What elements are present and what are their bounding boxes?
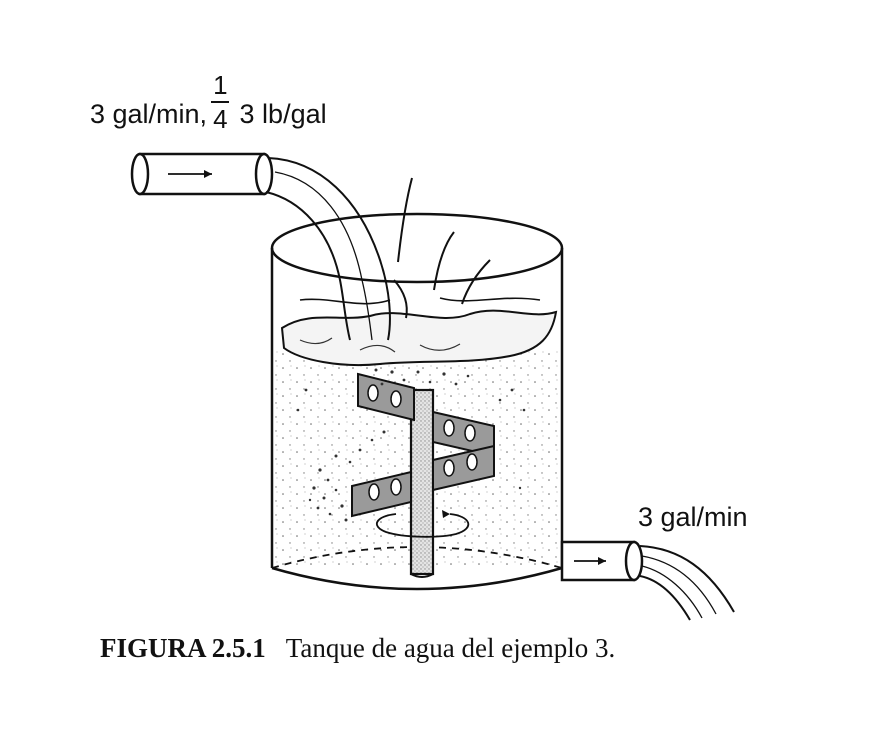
fraction-denominator: 4 — [213, 104, 228, 134]
caption-text: Tanque de agua del ejemplo 3. — [285, 633, 616, 663]
stream-edge — [265, 191, 351, 341]
water-surface-shape — [280, 309, 558, 367]
splash — [393, 177, 491, 319]
stream-edge — [639, 545, 735, 613]
agitator-paddle — [351, 470, 412, 518]
surface-ripples — [299, 297, 541, 305]
figure-number: FIGURA 2.5.1 — [100, 633, 266, 663]
shaft-bottom — [410, 573, 434, 578]
stream-inner — [274, 171, 373, 341]
inflow-label: 3 gal/min, 1 4 3 lb/gal — [90, 72, 327, 132]
outflow-pipe — [560, 540, 644, 582]
inflow-concentration: 3 lb/gal — [239, 98, 327, 129]
stream-edge — [639, 575, 691, 621]
tank-bottom-front — [271, 566, 563, 591]
inflow-pipe — [130, 152, 274, 196]
splash-line — [393, 279, 408, 319]
outflow-pipe-mouth — [624, 540, 644, 582]
agitator-paddle — [432, 444, 495, 492]
rotation-arrow-head — [442, 510, 450, 518]
rotation-arrow — [375, 513, 470, 538]
inflow-rate: 3 gal/min, — [90, 98, 208, 129]
splash-line — [433, 231, 455, 291]
surface-waves — [299, 337, 461, 353]
stream-inner — [641, 555, 717, 615]
inflow-pipe-mouth — [254, 152, 274, 196]
stream-edge — [267, 157, 391, 341]
splash-line — [397, 177, 413, 263]
inflow-fraction: 1 4 — [211, 70, 230, 134]
splash-line — [461, 259, 491, 305]
inflow-arrow-head — [204, 170, 212, 178]
inflow-stream — [265, 157, 391, 341]
outflow-arrow-head — [598, 557, 606, 565]
figure-caption: FIGURA 2.5.1 Tanque de agua del ejemplo 3… — [100, 633, 615, 664]
fraction-numerator: 1 — [213, 70, 228, 100]
stream-inner — [641, 565, 703, 619]
inflow-pipe-back-end — [130, 152, 150, 196]
agitator-paddle — [357, 372, 415, 422]
fraction-bar — [211, 101, 230, 103]
mixing-particles — [296, 368, 526, 522]
outflow-label: 3 gal/min — [638, 502, 748, 532]
water-surface — [280, 297, 558, 367]
agitator — [351, 372, 495, 578]
outflow-stream — [639, 545, 735, 621]
tank-rim — [270, 212, 564, 284]
agitator-paddle — [432, 410, 495, 458]
